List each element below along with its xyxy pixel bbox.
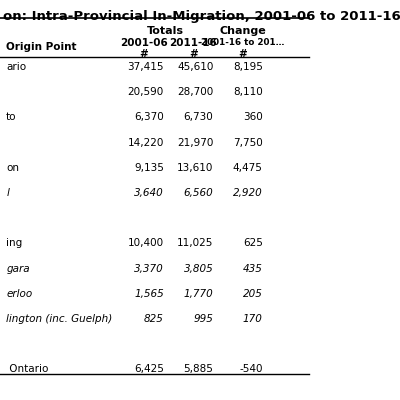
Text: l: l [6, 188, 9, 198]
Text: on: Intra-Provincial In-Migration, 2001-06 to 2011-16: on: Intra-Provincial In-Migration, 2001-… [3, 10, 400, 23]
Text: #: # [189, 49, 198, 59]
Text: Totals: Totals [147, 26, 184, 36]
Text: 3,370: 3,370 [134, 264, 164, 274]
Text: 995: 995 [194, 314, 213, 324]
Text: 6,560: 6,560 [184, 188, 213, 198]
Text: erloo: erloo [6, 289, 32, 299]
Text: 20,590: 20,590 [128, 87, 164, 97]
Text: 14,220: 14,220 [128, 138, 164, 148]
Text: 6,730: 6,730 [184, 112, 213, 122]
Text: 3,640: 3,640 [134, 188, 164, 198]
Text: #: # [238, 49, 247, 59]
Text: 205: 205 [243, 289, 263, 299]
Text: Change: Change [219, 26, 266, 36]
Text: 6,370: 6,370 [134, 112, 164, 122]
Text: 37,415: 37,415 [127, 62, 164, 72]
Text: lington (inc. Guelph): lington (inc. Guelph) [6, 314, 112, 324]
Text: 2001-06: 2001-06 [120, 38, 168, 48]
Text: #: # [139, 49, 148, 59]
Text: 1,565: 1,565 [134, 289, 164, 299]
Text: 435: 435 [243, 264, 263, 274]
Text: 7,750: 7,750 [233, 138, 263, 148]
Text: 5,885: 5,885 [184, 364, 213, 374]
Text: 4,475: 4,475 [233, 163, 263, 173]
Text: Ontario: Ontario [6, 364, 48, 374]
Text: 11,025: 11,025 [177, 238, 213, 248]
Text: Origin Point: Origin Point [6, 42, 77, 52]
Text: -540: -540 [239, 364, 263, 374]
Text: 2011-16: 2011-16 [169, 38, 217, 48]
Text: 8,195: 8,195 [233, 62, 263, 72]
Text: 21,970: 21,970 [177, 138, 213, 148]
Text: 825: 825 [144, 314, 164, 324]
Text: 3,805: 3,805 [184, 264, 213, 274]
Text: 10,400: 10,400 [128, 238, 164, 248]
Text: 6,425: 6,425 [134, 364, 164, 374]
Text: 8,110: 8,110 [233, 87, 263, 97]
Text: ing: ing [6, 238, 22, 248]
Text: gara: gara [6, 264, 30, 274]
Text: to: to [6, 112, 17, 122]
Text: 1,770: 1,770 [184, 289, 213, 299]
Text: 13,610: 13,610 [177, 163, 213, 173]
Text: on: on [6, 163, 19, 173]
Text: ario: ario [6, 62, 26, 72]
Text: 9,135: 9,135 [134, 163, 164, 173]
Text: 2001-16 to 201…: 2001-16 to 201… [201, 38, 284, 47]
Text: 45,610: 45,610 [177, 62, 213, 72]
Text: 2,920: 2,920 [233, 188, 263, 198]
Text: 28,700: 28,700 [177, 87, 213, 97]
Text: 360: 360 [243, 112, 263, 122]
Text: 625: 625 [243, 238, 263, 248]
Text: 170: 170 [243, 314, 263, 324]
